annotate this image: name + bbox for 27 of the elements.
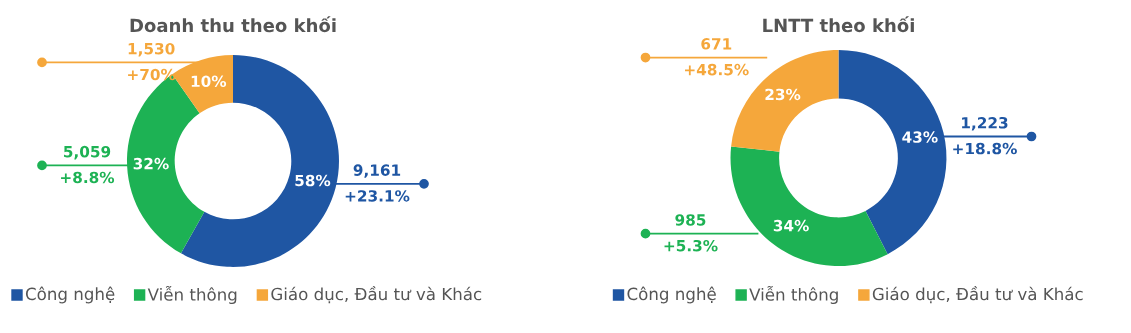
legend-label: Giáo dục, Đầu tư và Khác	[872, 286, 1083, 304]
chart-title: Doanh thu theo khối	[130, 16, 336, 33]
legend-label: Giáo dục, Đầu tư và Khác	[271, 286, 482, 304]
legend-label: Công nghệ	[627, 286, 716, 304]
text: 23%	[765, 88, 801, 101]
legend-label: Viễn thông	[749, 285, 838, 305]
chart-title: LNTT theo khối	[763, 16, 914, 33]
data-label: 671	[701, 38, 732, 50]
text: 10%	[191, 75, 227, 88]
text: 32%	[133, 157, 169, 170]
data-label: 9,161	[353, 164, 401, 178]
text: +70%	[128, 68, 176, 81]
text: +48.5%	[685, 63, 749, 76]
text: 34%	[773, 219, 809, 232]
legend-label: Viễn thông	[147, 285, 237, 305]
text: +23.1%	[345, 190, 410, 202]
text: +18.8%	[953, 142, 1017, 155]
text: +5.3%	[664, 239, 718, 252]
text: 43%	[902, 131, 938, 143]
text: +8.8%	[61, 171, 115, 184]
text: 58%	[295, 174, 331, 187]
data-label: 1,530	[128, 42, 175, 57]
legend-label: Công nghệ	[25, 286, 115, 304]
data-label: 5,059	[64, 145, 111, 160]
data-label: 1,223	[962, 117, 1008, 131]
data-label: 985	[675, 214, 706, 226]
donut-slice	[730, 146, 888, 266]
